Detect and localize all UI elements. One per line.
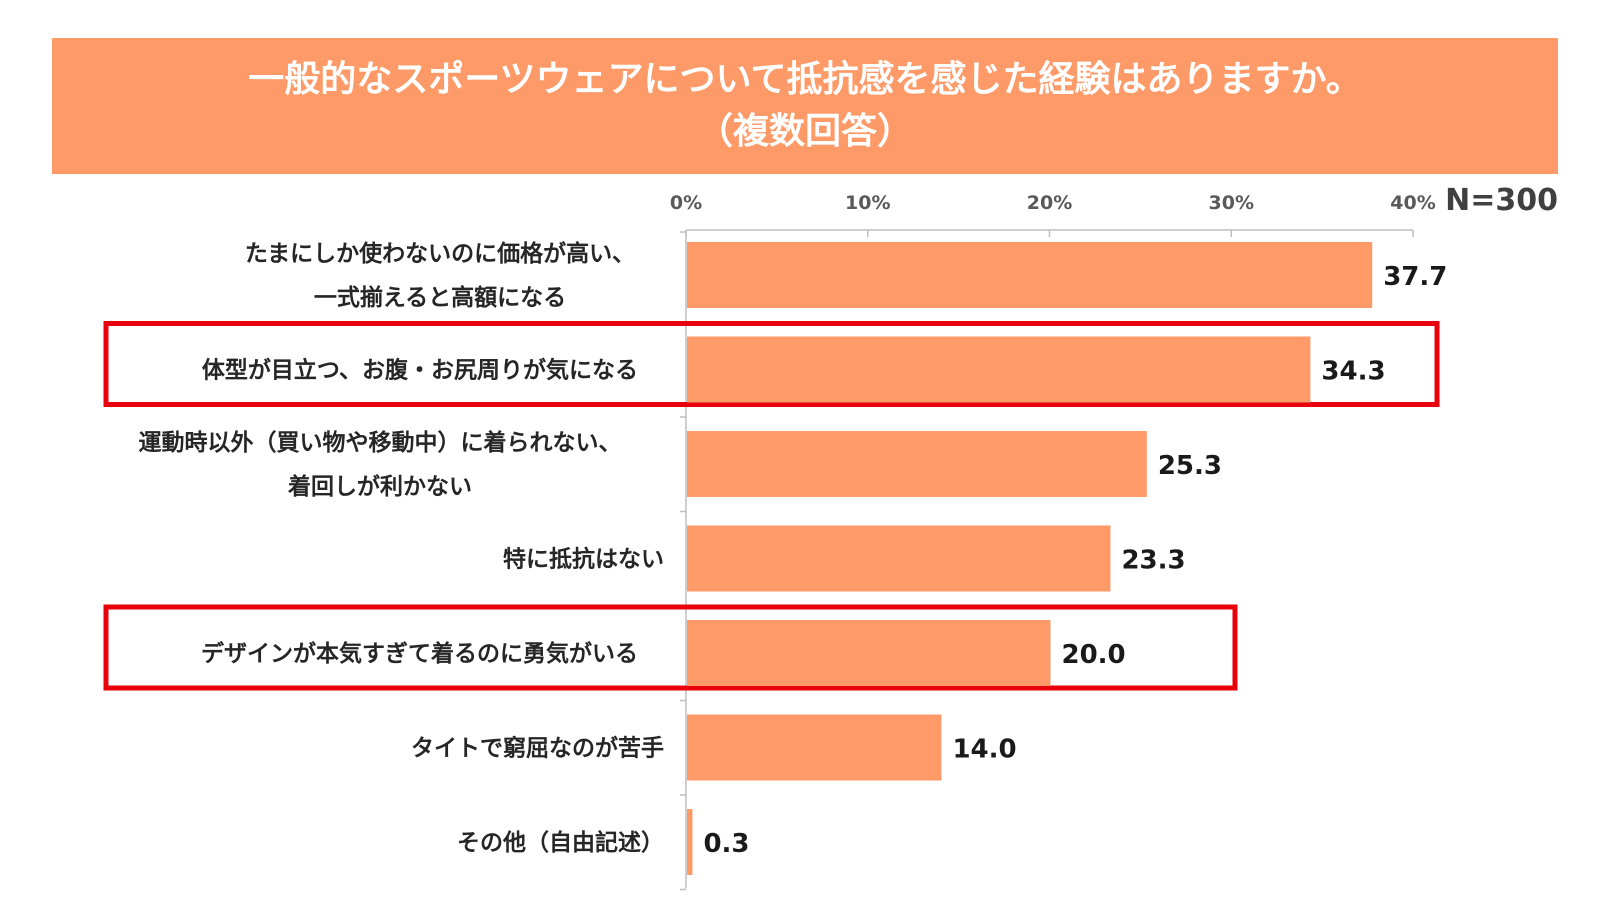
value-label: 25.3 — [1158, 451, 1222, 481]
title-banner: 一般的なスポーツウェアについて抵抗感を感じた経験はありますか。 （複数回答） — [52, 38, 1558, 174]
highlight-boxes — [103, 321, 1440, 691]
category-label: タイトで窮屈なのが苦手 — [411, 735, 664, 762]
bar — [687, 620, 1051, 686]
highlight-box — [103, 604, 1238, 691]
category-label: 着回しが利かない — [288, 473, 472, 500]
value-label: 0.3 — [703, 829, 749, 859]
category-label: 特に抵抗はない — [503, 546, 664, 573]
chart-title-line1: 一般的なスポーツウェアについて抵抗感を感じた経験はありますか。 — [248, 59, 1362, 100]
value-label: 20.0 — [1062, 640, 1126, 670]
sample-size-label: N=300 — [1445, 183, 1558, 218]
bar — [687, 525, 1111, 592]
category-label: その他（自由記述） — [457, 829, 664, 856]
highlight-box — [103, 321, 1440, 407]
category-label: 運動時以外（買い物や移動中）に着られない、 — [139, 429, 622, 456]
bar — [687, 714, 942, 781]
value-label: 34.3 — [1321, 357, 1385, 387]
x-tick-label: 10% — [845, 192, 890, 214]
value-label: 14.0 — [952, 735, 1016, 765]
value-label: 23.3 — [1121, 546, 1185, 576]
bar — [687, 809, 693, 875]
x-tick-label: 30% — [1209, 192, 1254, 214]
chart-title-line2: （複数回答） — [696, 111, 913, 152]
bar — [687, 336, 1311, 403]
category-label: たまにしか使わないのに価格が高い、 — [245, 240, 635, 267]
bar — [687, 242, 1373, 308]
category-label: 一式揃えると高額になる — [314, 284, 566, 311]
category-label: デザインが本気すぎて着るのに勇気がいる — [201, 640, 638, 667]
category-label: 体型が目立つ、お腹・お尻周りが気になる — [202, 357, 638, 384]
x-tick-label: 0% — [670, 192, 702, 214]
value-label: 37.7 — [1383, 262, 1447, 292]
bar — [687, 431, 1147, 497]
x-tick-label: 40% — [1390, 192, 1435, 214]
x-axis: 0% 10% 20% 30% 40% — [670, 192, 1436, 891]
x-tick-label: 20% — [1027, 192, 1072, 214]
category-labels: たまにしか使わないのに価格が高い、一式揃えると高額になる体型が目立つ、お腹・お尻… — [139, 240, 665, 856]
bars: 37.7 34.3 25.3 23.3 20.0 14.0 0.3 — [687, 242, 1447, 875]
